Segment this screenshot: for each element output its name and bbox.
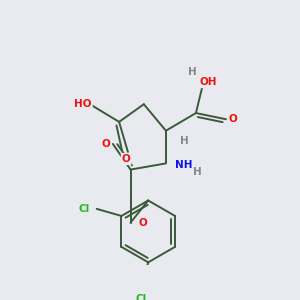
- Text: O: O: [122, 154, 130, 164]
- Text: NH: NH: [175, 160, 192, 170]
- Text: OH: OH: [200, 77, 217, 87]
- Text: Cl: Cl: [136, 294, 147, 300]
- Text: H: H: [193, 167, 202, 177]
- Text: O: O: [139, 218, 147, 228]
- Text: O: O: [101, 139, 110, 149]
- Text: H: H: [180, 136, 189, 146]
- Text: H: H: [188, 67, 197, 76]
- Text: O: O: [229, 114, 237, 124]
- Text: Cl: Cl: [79, 204, 90, 214]
- Text: HO: HO: [74, 99, 92, 109]
